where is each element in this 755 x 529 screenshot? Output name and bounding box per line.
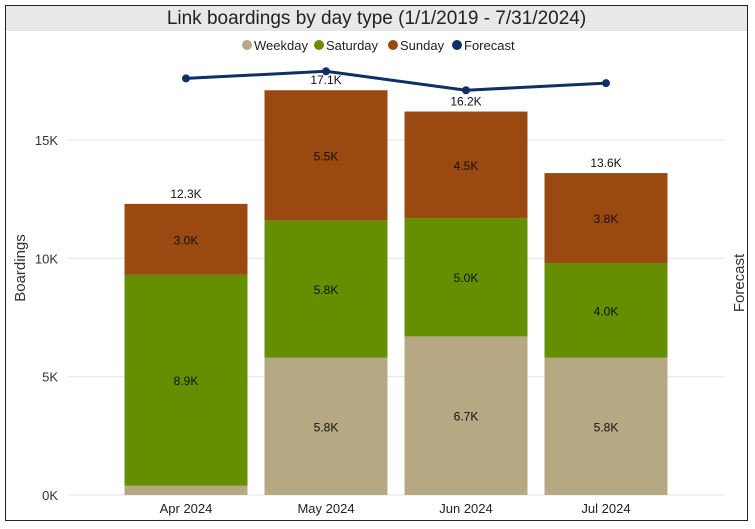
total-label: 12.3K xyxy=(170,187,201,201)
data-label: 5.8K xyxy=(314,420,339,434)
forecast-point xyxy=(182,74,190,83)
legend-label: Saturday xyxy=(326,38,379,53)
bar-segment-weekday xyxy=(264,357,388,495)
y-tick-label: 10K xyxy=(35,251,58,266)
bar-segment-saturday xyxy=(264,220,388,358)
legend-marker xyxy=(388,40,398,50)
x-tick-label: May 2024 xyxy=(297,501,354,516)
x-tick-label: Apr 2024 xyxy=(160,501,213,516)
total-label: 16.2K xyxy=(450,95,481,109)
legend-marker xyxy=(242,40,252,50)
data-label: 6.7K xyxy=(454,410,479,424)
data-label: 5.0K xyxy=(454,271,479,285)
forecast-point xyxy=(322,67,330,76)
legend-marker xyxy=(314,40,324,50)
y2-axis-title: Forecast xyxy=(731,253,748,312)
bar-segment-sunday xyxy=(404,111,528,219)
total-label: 17.1K xyxy=(310,73,341,87)
data-label: 4.0K xyxy=(594,304,619,318)
y-tick-label: 15K xyxy=(35,133,58,148)
bar-segment-sunday xyxy=(124,203,248,275)
bar-segment-saturday xyxy=(544,263,668,358)
forecast-point xyxy=(462,86,470,95)
data-label: 4.5K xyxy=(454,159,479,173)
forecast-line xyxy=(185,69,607,92)
chart-frame xyxy=(5,5,748,521)
bar-segment-saturday xyxy=(124,274,248,486)
legend-marker xyxy=(452,40,462,50)
y-tick-label: 5K xyxy=(42,370,58,385)
chart-title: Link boardings by day type (1/1/2019 - 7… xyxy=(6,6,747,31)
data-label: 3.0K xyxy=(174,233,199,247)
forecast-point xyxy=(602,79,610,88)
x-tick-label: Jun 2024 xyxy=(439,501,493,516)
total-label: 13.6K xyxy=(590,156,621,170)
data-label: 5.5K xyxy=(314,149,339,163)
data-label: 3.8K xyxy=(594,212,619,226)
bar-segment-weekday xyxy=(124,485,248,495)
legend-label: Sunday xyxy=(400,38,445,53)
bar-segment-saturday xyxy=(404,218,528,337)
data-label: 5.8K xyxy=(314,283,339,297)
bar-segment-weekday xyxy=(544,357,668,495)
legend-label: Weekday xyxy=(254,38,308,53)
y-tick-label: 0K xyxy=(42,488,58,503)
x-tick-label: Jul 2024 xyxy=(581,501,630,516)
bar-segment-sunday xyxy=(544,173,668,264)
data-label: 8.9K xyxy=(174,374,199,388)
y-axis-title: Boardings xyxy=(12,234,29,302)
bar-segment-weekday xyxy=(404,336,528,495)
data-label: 5.8K xyxy=(594,420,619,434)
legend-label: Forecast xyxy=(464,38,515,53)
bar-segment-sunday xyxy=(264,90,388,221)
